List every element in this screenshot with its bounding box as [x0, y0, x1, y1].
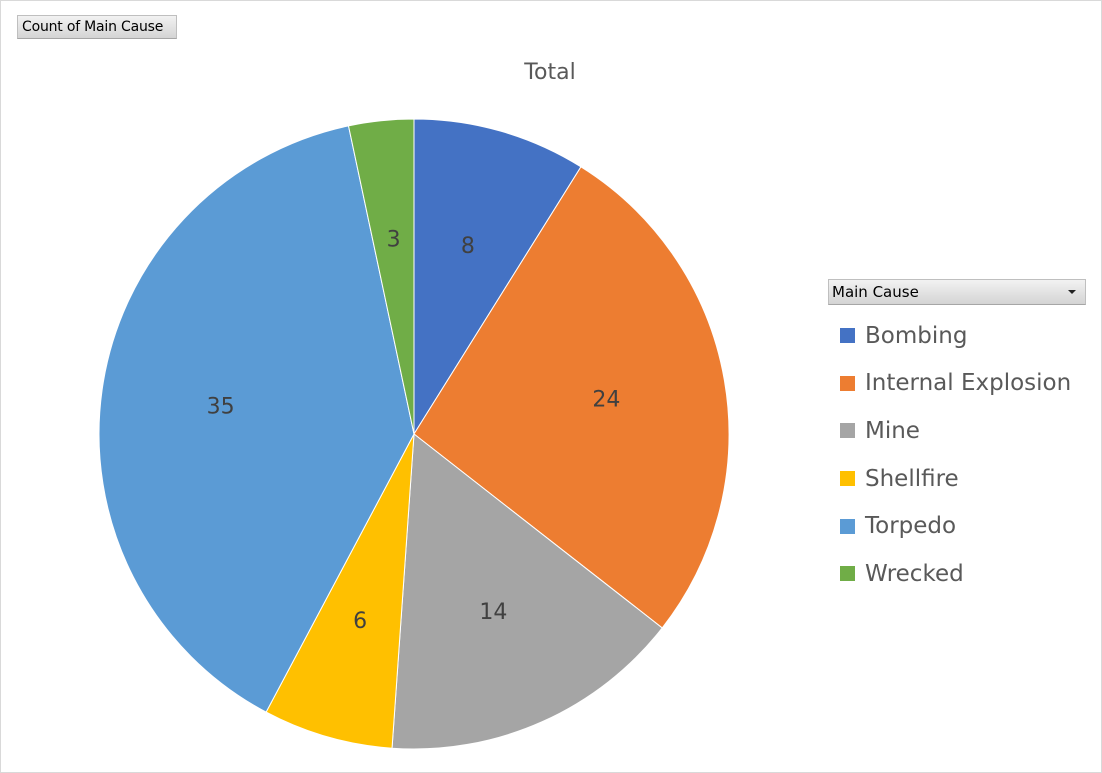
pie-slice-mine[interactable]: [391, 433, 663, 750]
legend-item-shellfire[interactable]: Shellfire: [840, 455, 1071, 503]
pie-slice-bombing[interactable]: [413, 118, 582, 436]
legend-item-internal-explosion[interactable]: Internal Explosion: [840, 360, 1071, 408]
legend-swatch: [840, 471, 855, 487]
legend-item-mine[interactable]: Mine: [840, 407, 1071, 455]
legend-swatch: [840, 518, 855, 534]
legend: Bombing Internal Explosion Mine Shellfire To…: [840, 312, 1071, 598]
legend-swatch: [840, 566, 855, 582]
legend-label: Mine: [865, 417, 920, 444]
pie-slice-wrecked[interactable]: [347, 118, 415, 435]
pie-data-labels: 8 24 14 6 35 3: [207, 227, 621, 634]
pie-slice-internal-explosion[interactable]: [413, 166, 730, 629]
legend-item-wrecked[interactable]: Wrecked: [840, 550, 1071, 598]
legend-swatch: [840, 375, 855, 391]
value-field-button[interactable]: Count of Main Cause: [17, 15, 177, 39]
legend-label: Shellfire: [865, 465, 959, 492]
data-label-torpedo: 35: [207, 394, 235, 419]
dropdown-arrow-icon[interactable]: [1068, 290, 1076, 294]
legend-label: Internal Explosion: [865, 370, 1072, 397]
legend-field-button[interactable]: Main Cause: [828, 279, 1086, 305]
pie-slice-shellfire[interactable]: [265, 433, 415, 749]
legend-label: Bombing: [865, 322, 968, 349]
legend-swatch: [840, 423, 855, 439]
pie-slice-torpedo[interactable]: [98, 125, 415, 713]
legend-field-label: Main Cause: [832, 283, 919, 301]
legend-item-torpedo[interactable]: Torpedo: [840, 502, 1071, 550]
pie-slices: [98, 118, 730, 750]
legend-label: Wrecked: [865, 560, 964, 587]
data-label-bombing: 8: [461, 234, 475, 259]
legend-item-bombing[interactable]: Bombing: [840, 312, 1071, 360]
legend-swatch: [840, 328, 855, 344]
chart-title: Total: [524, 60, 576, 85]
data-label-shellfire: 6: [353, 609, 367, 634]
data-label-internal-explosion: 24: [592, 388, 620, 413]
legend-label: Torpedo: [865, 513, 957, 540]
data-label-wrecked: 3: [387, 227, 401, 252]
data-label-mine: 14: [479, 600, 507, 625]
